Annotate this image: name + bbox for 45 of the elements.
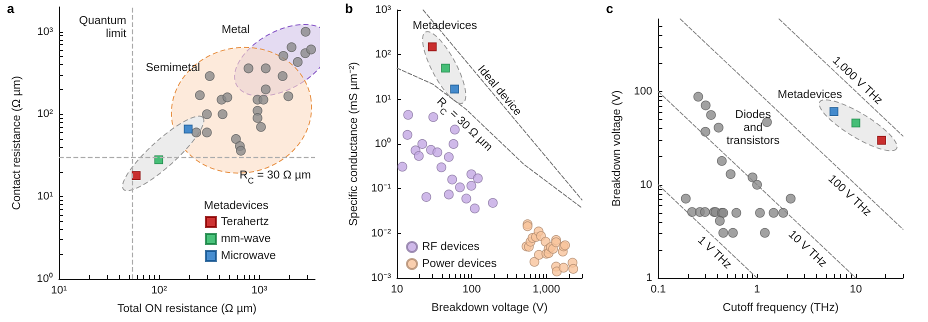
y-axis-title: Contact resistance (Ω µm)	[11, 76, 23, 210]
chart-title: a	[7, 1, 15, 16]
x-tick-label: 10¹	[51, 284, 68, 296]
x-axis-title: Total ON resistance (Ω µm)	[117, 303, 257, 315]
legend-title: Metadevices	[204, 200, 269, 212]
y-tick-label: 10⁰	[36, 272, 53, 285]
annotation: Metadevices	[412, 20, 478, 32]
x-tick-label: 10²	[151, 284, 168, 296]
y-tick-label: 10⁰	[374, 137, 391, 150]
y-tick-label: 10	[640, 178, 652, 191]
y-axis-title: Specific conductance (mS µm⁻²)	[348, 62, 360, 226]
y-axis-title: Breakdown voltage (V)	[611, 90, 623, 207]
x-tick-label: 1	[754, 284, 760, 296]
legend-label: Power devices	[422, 258, 498, 270]
y-tick-label: 10⁻³	[371, 272, 392, 284]
y-tick-label: 1	[646, 272, 652, 284]
x-axis-title: Breakdown voltage (V)	[431, 302, 548, 314]
y-tick-label: 10²	[37, 108, 54, 120]
chart-title: b	[345, 1, 353, 16]
x-tick-label: 0.1	[650, 284, 666, 296]
y-tick-label: 10⁻¹	[371, 182, 392, 195]
legend-label: Microwave	[220, 250, 276, 262]
x-tick-label: 10³	[251, 284, 268, 296]
annotation: Diodes and transistors	[726, 109, 780, 148]
legend-label: RF devices	[422, 241, 480, 253]
chart-title: c	[606, 1, 614, 16]
y-tick-label: 10⁻²	[371, 227, 392, 240]
annotation: Metadevices	[778, 89, 842, 102]
y-tick-label: 100	[634, 86, 652, 98]
x-tick-label: 100	[462, 284, 481, 296]
x-tick-label: 1,000	[532, 284, 560, 296]
annotation: Metal	[222, 24, 250, 36]
y-tick-label: 10¹	[37, 190, 54, 203]
annotation: 100 V THz	[826, 172, 874, 219]
annotation: Semimetal	[146, 62, 200, 74]
y-tick-label: 10¹	[375, 93, 392, 106]
x-tick-label: 10	[390, 284, 404, 296]
legend-label: mm-wave	[220, 233, 271, 245]
y-tick-label: 10²	[375, 48, 392, 61]
x-tick-label: 10	[850, 284, 862, 296]
x-axis-title: Cutoff frequency (THz)	[722, 302, 839, 314]
y-tick-label: 10³	[37, 26, 54, 38]
ref-line-label: Quantum limit	[79, 15, 128, 40]
y-tick-label: 10³	[375, 4, 392, 16]
legend-label: Terahertz	[220, 216, 270, 228]
